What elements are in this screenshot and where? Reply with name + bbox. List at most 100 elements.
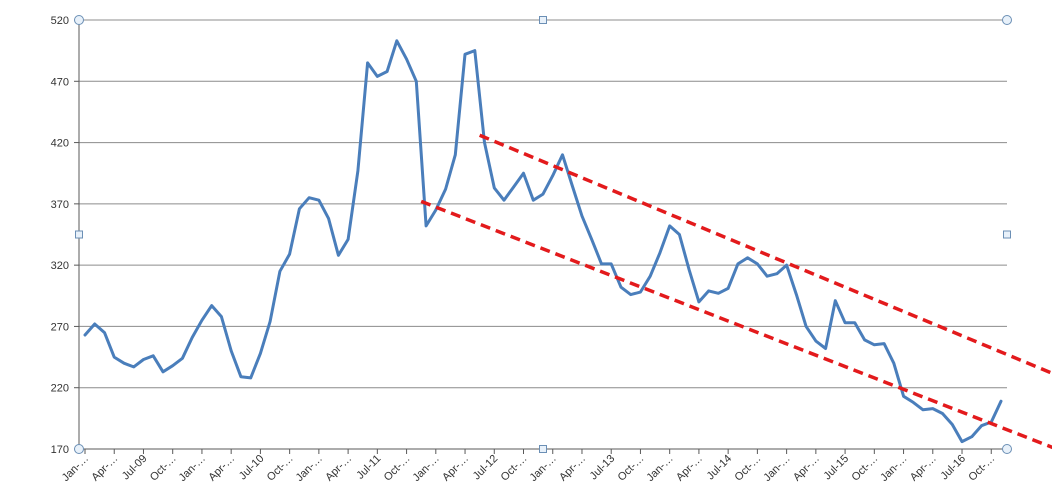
y-tick-label: 320 (51, 260, 69, 272)
data-point (687, 268, 691, 272)
data-point (941, 412, 944, 415)
x-tick-label: Apr-… (791, 453, 822, 484)
data-point (327, 217, 330, 220)
data-point (746, 256, 749, 259)
selection-handles[interactable] (74, 15, 1012, 454)
data-point (580, 214, 584, 218)
data-point (415, 80, 418, 83)
data-point (278, 270, 282, 273)
data-point (960, 440, 964, 443)
data-point (346, 238, 350, 241)
data-point (395, 39, 399, 43)
x-tick-label: Apr-… (323, 453, 354, 484)
data-point (376, 75, 379, 78)
data-point (171, 364, 174, 367)
data-point (726, 287, 730, 290)
data-point (999, 399, 1003, 403)
corner-resize-handle[interactable] (74, 444, 84, 454)
x-tick-label: Jan-… (878, 453, 909, 484)
edge-resize-handle[interactable] (75, 230, 83, 239)
price-series-line (83, 39, 1003, 444)
data-point (619, 286, 623, 289)
x-tick-label: Jan-… (761, 453, 792, 484)
x-tick-label: Apr-… (557, 453, 588, 484)
data-point (707, 289, 710, 293)
data-point (863, 338, 866, 342)
data-point (834, 299, 837, 302)
x-tick-label: Jul-11 (354, 453, 383, 482)
x-tick-label: Jan-… (527, 453, 558, 484)
data-point (122, 362, 126, 365)
data-point (113, 355, 116, 359)
data-point (551, 174, 554, 177)
x-tick-label: Jul-12 (471, 453, 501, 483)
data-point (795, 293, 798, 296)
data-point (190, 336, 194, 339)
data-point (902, 395, 905, 398)
data-point (210, 304, 213, 307)
trend-channel (420, 133, 1052, 450)
data-point (317, 198, 321, 202)
axes (78, 20, 1007, 450)
data-point (736, 262, 740, 266)
data-point (473, 49, 476, 52)
data-point (951, 423, 954, 426)
data-point (502, 198, 506, 202)
series-layer (83, 39, 1003, 444)
data-point (512, 185, 515, 188)
data-point (600, 262, 603, 266)
data-point (181, 357, 184, 360)
data-point (785, 263, 788, 267)
x-tick-label: Oct-… (382, 453, 413, 484)
data-point (239, 375, 243, 378)
x-tick-label: Oct-… (733, 453, 764, 484)
y-tick-label: 470 (51, 76, 69, 88)
upper-trend-line (478, 133, 1052, 376)
x-tick-label: Oct-… (616, 453, 647, 484)
x-tick-label: Oct-… (499, 453, 530, 484)
data-point (571, 184, 574, 187)
data-point (259, 352, 262, 355)
x-tick-label: Jul-14 (705, 453, 735, 483)
data-point (882, 342, 886, 345)
data-point (444, 187, 447, 191)
data-point (142, 358, 145, 361)
data-point (454, 153, 457, 157)
data-point (658, 251, 662, 255)
data-point (493, 186, 496, 190)
y-tick-label: 170 (51, 444, 69, 456)
corner-resize-handle[interactable] (1002, 444, 1012, 454)
data-point (873, 343, 876, 347)
x-tick-label: Jan-… (411, 453, 442, 484)
data-point (639, 290, 642, 294)
edge-resize-handle[interactable] (1003, 230, 1011, 239)
x-tick-label: Jan-… (60, 453, 91, 484)
edge-resize-handle[interactable] (539, 445, 547, 453)
x-tick-label: Oct-… (849, 453, 880, 484)
gridlines (74, 19, 1007, 450)
x-tick-label: Apr-… (674, 453, 705, 484)
corner-resize-handle[interactable] (74, 15, 84, 25)
x-tick-label: Oct-… (265, 453, 296, 484)
data-point (892, 362, 896, 365)
corner-resize-handle[interactable] (1002, 15, 1012, 25)
data-point (541, 192, 545, 196)
edge-resize-handle[interactable] (539, 16, 547, 24)
data-point (931, 407, 934, 410)
x-tick-label: Jan-… (177, 453, 208, 484)
x-tick-label: Jul-09 (120, 453, 150, 483)
data-point (463, 53, 467, 56)
data-point (366, 61, 369, 65)
x-tick-label: Jan-… (294, 453, 325, 484)
x-tick-label: Jul-16 (938, 453, 968, 483)
x-tick-label: Jul-15 (822, 453, 852, 483)
data-point (337, 254, 340, 257)
data-point (765, 274, 769, 278)
data-point (824, 347, 827, 350)
data-point (843, 321, 847, 324)
x-tick-label: Jul-10 (237, 453, 267, 483)
data-point (268, 320, 272, 323)
data-point (775, 272, 779, 275)
